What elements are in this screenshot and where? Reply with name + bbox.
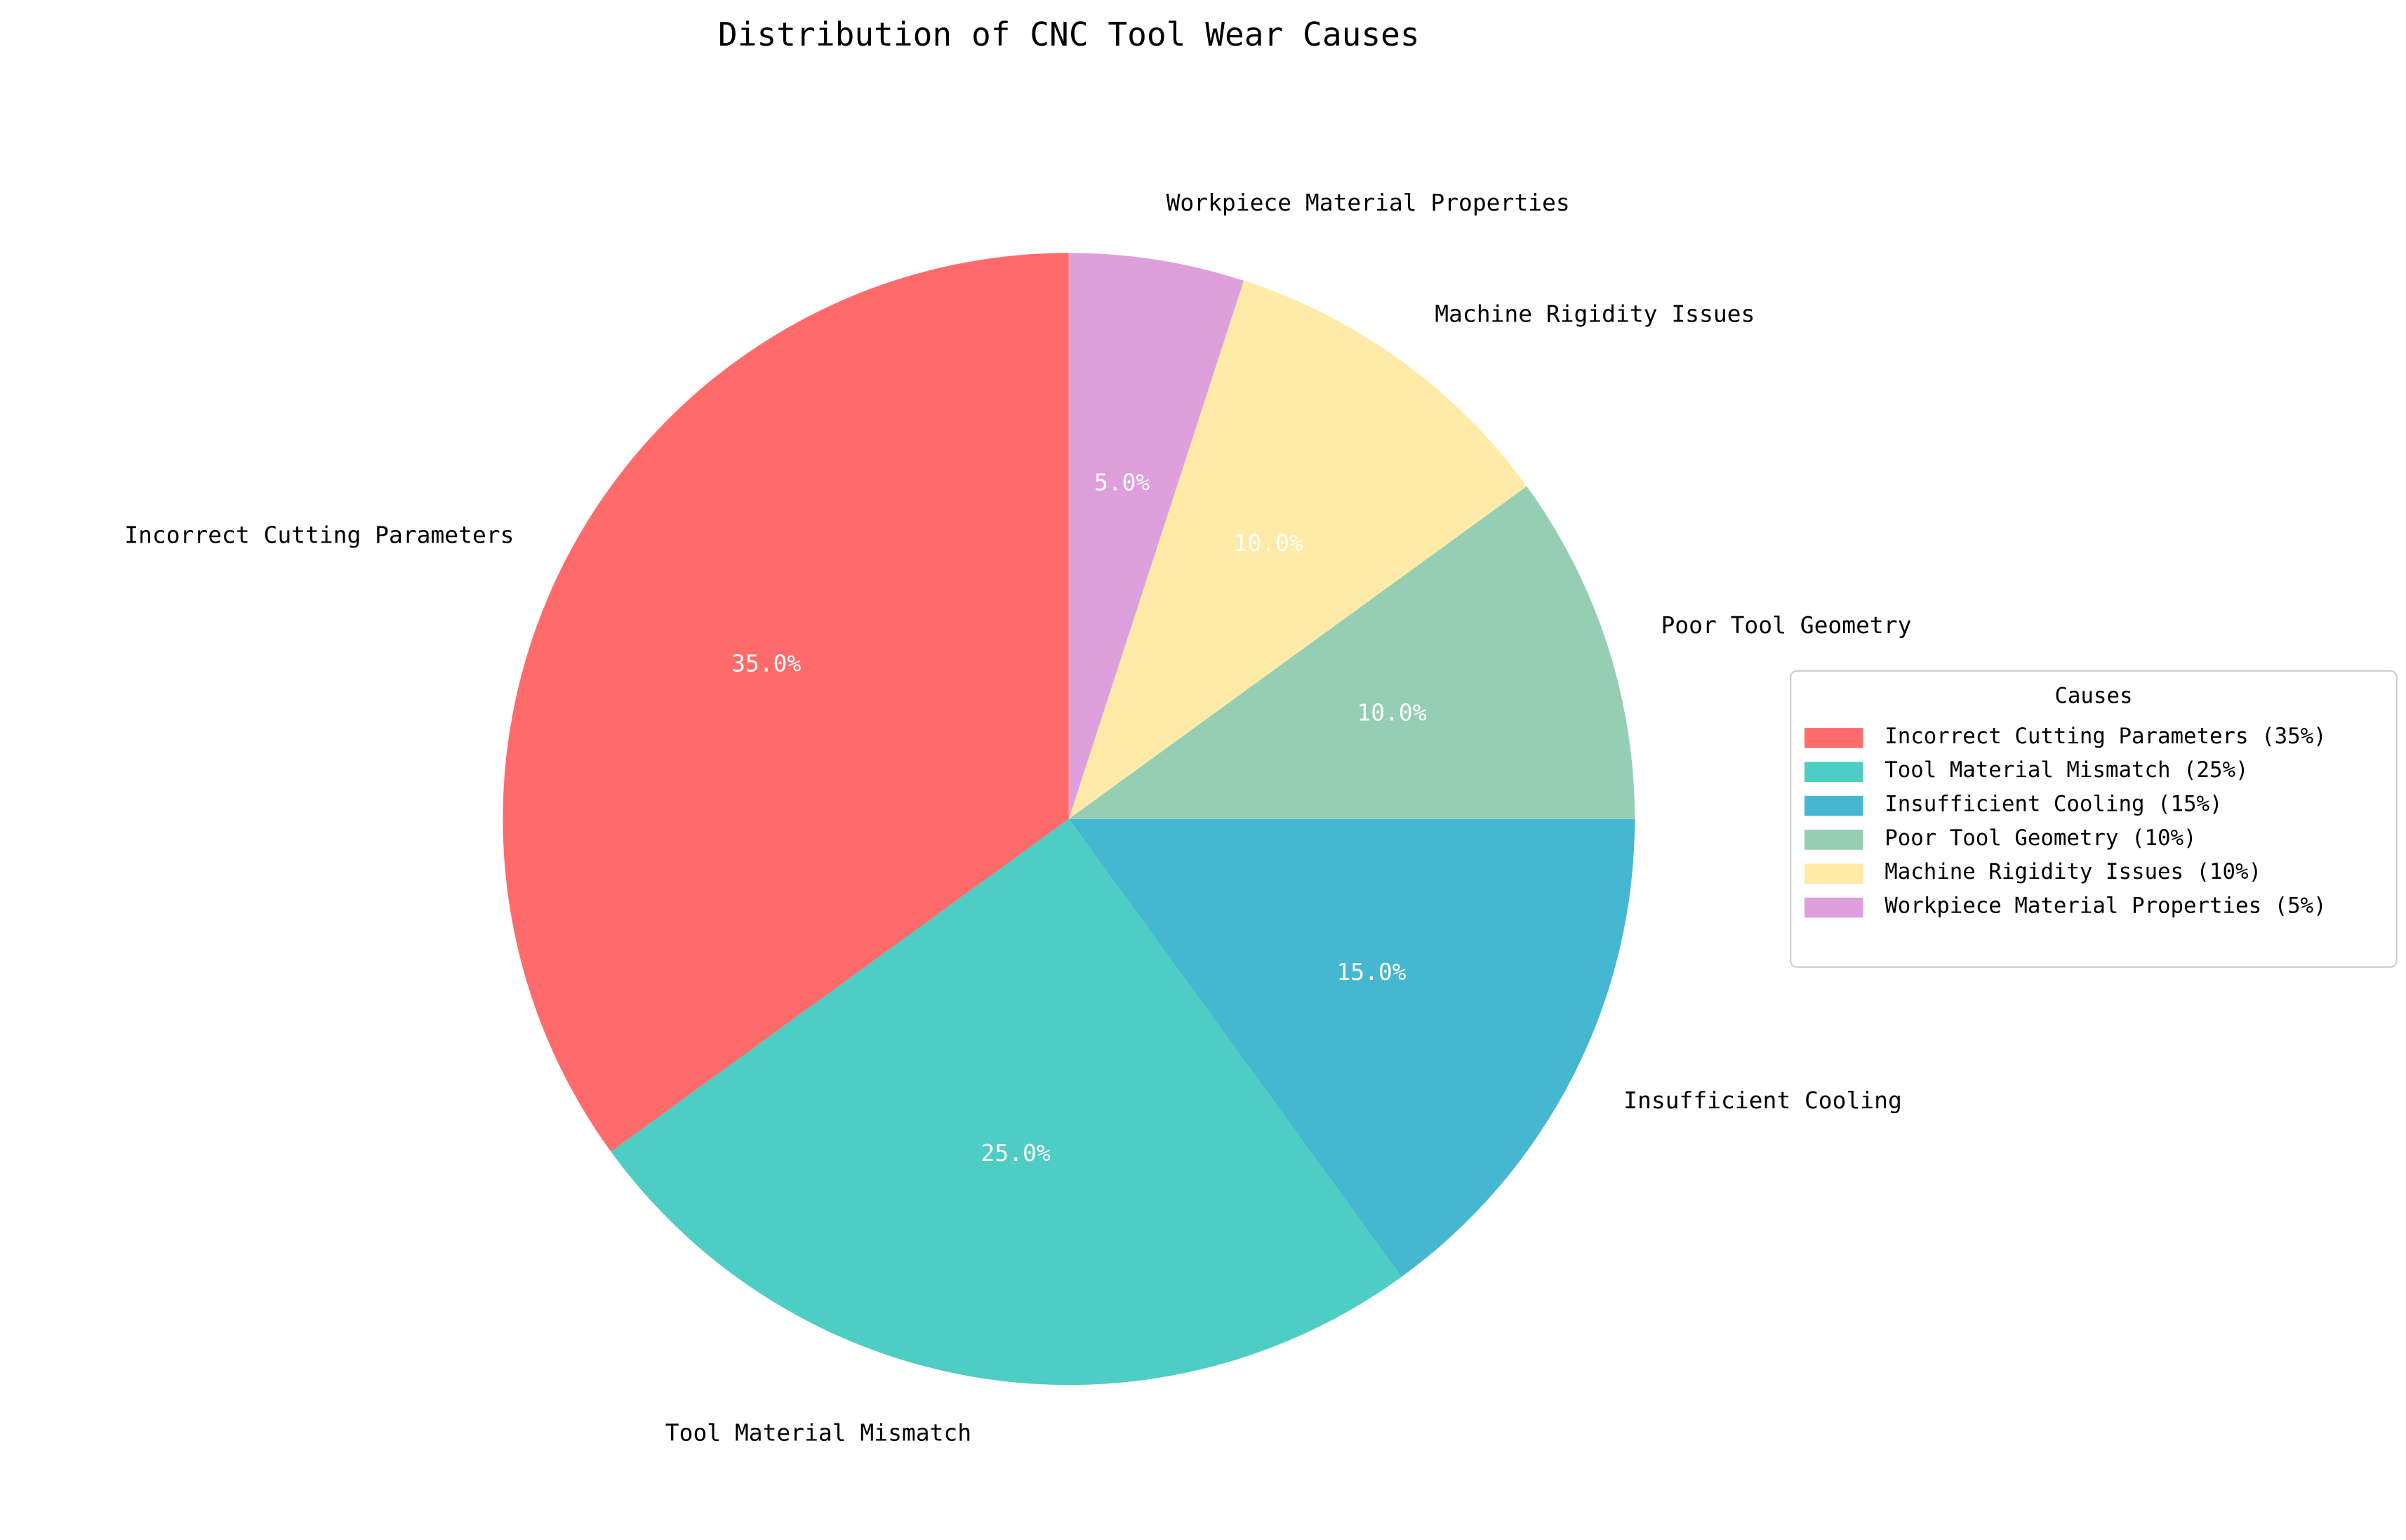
percent-label: 15.0%	[1336, 958, 1406, 985]
chart-title: Distribution of CNC Tool Wear Causes	[718, 15, 1420, 53]
percent-label: 10.0%	[1234, 529, 1303, 557]
pie-slice	[611, 818, 1402, 1386]
legend-label: Workpiece Material Properties (5%)	[1885, 894, 2326, 919]
legend-swatch	[1804, 863, 1863, 884]
legend-label: Incorrect Cutting Parameters (35%)	[1885, 724, 2326, 749]
pie-slice	[503, 253, 1069, 1152]
slice-label: Machine Rigidity Issues	[1435, 300, 1755, 328]
pie-slice	[1068, 280, 1527, 819]
slice-label: Workpiece Material Properties	[1167, 189, 1570, 216]
legend-swatch	[1804, 762, 1863, 783]
legend-label: Insufficient Cooling (15%)	[1885, 791, 2222, 816]
slice-label: Insufficient Cooling	[1623, 1087, 1902, 1114]
percent-label: 10.0%	[1357, 699, 1426, 726]
legend-box	[1790, 670, 2398, 968]
percent-label: 25.0%	[981, 1139, 1051, 1167]
legend-label: Machine Rigidity Issues (10%)	[1885, 859, 2261, 884]
legend-swatch	[1804, 728, 1863, 748]
slice-label: Poor Tool Geometry	[1661, 611, 1911, 639]
legend-title: Causes	[2054, 684, 2132, 709]
slice-label: Incorrect Cutting Parameters	[124, 522, 514, 549]
pie-slice	[1068, 486, 1635, 819]
legend-label: Poor Tool Geometry (10%)	[1885, 825, 2196, 851]
legend-swatch	[1804, 897, 1863, 918]
pie-slice	[1068, 253, 1244, 819]
pie-slice	[1068, 818, 1635, 1277]
slice-label: Tool Material Mismatch	[665, 1419, 971, 1446]
percent-label: 5.0%	[1094, 468, 1150, 496]
legend-swatch	[1804, 795, 1863, 816]
legend-swatch	[1804, 830, 1863, 850]
percent-label: 35.0%	[731, 650, 801, 677]
legend-label: Tool Material Mismatch (25%)	[1885, 757, 2248, 783]
